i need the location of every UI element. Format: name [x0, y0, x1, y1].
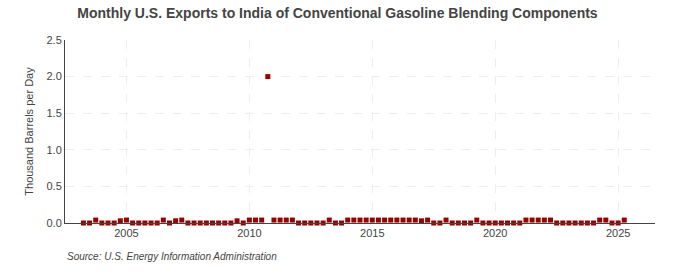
svg-text:2010: 2010 — [237, 227, 261, 239]
svg-text:2015: 2015 — [360, 227, 384, 239]
svg-text:Source: U.S. Energy Informatio: Source: U.S. Energy Information Administ… — [67, 251, 277, 262]
svg-text:1.0: 1.0 — [47, 144, 62, 156]
svg-text:2005: 2005 — [114, 227, 138, 239]
svg-text:2.0: 2.0 — [47, 70, 62, 82]
svg-text:Monthly U.S. Exports to India: Monthly U.S. Exports to India of Convent… — [77, 5, 598, 21]
svg-text:0.0: 0.0 — [47, 217, 62, 229]
svg-text:0.5: 0.5 — [47, 180, 62, 192]
svg-text:2025: 2025 — [606, 227, 630, 239]
svg-text:Thousand Barrels per Day: Thousand Barrels per Day — [23, 67, 35, 196]
svg-text:1.5: 1.5 — [47, 107, 62, 119]
svg-text:2.5: 2.5 — [47, 34, 62, 46]
svg-text:2020: 2020 — [483, 227, 507, 239]
